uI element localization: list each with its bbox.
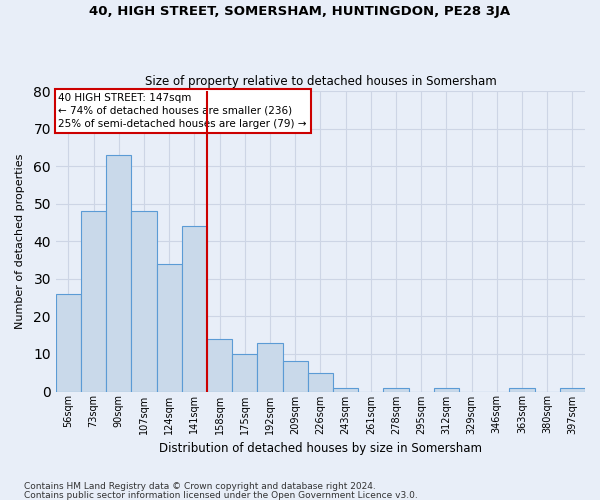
- X-axis label: Distribution of detached houses by size in Somersham: Distribution of detached houses by size …: [159, 442, 482, 455]
- Bar: [131, 211, 157, 392]
- Bar: [308, 372, 333, 392]
- Bar: [207, 339, 232, 392]
- Text: Contains HM Land Registry data © Crown copyright and database right 2024.: Contains HM Land Registry data © Crown c…: [24, 482, 376, 491]
- Y-axis label: Number of detached properties: Number of detached properties: [15, 154, 25, 329]
- Bar: [560, 388, 585, 392]
- Text: Contains public sector information licensed under the Open Government Licence v3: Contains public sector information licen…: [24, 491, 418, 500]
- Bar: [283, 362, 308, 392]
- Bar: [257, 342, 283, 392]
- Bar: [157, 264, 182, 392]
- Title: Size of property relative to detached houses in Somersham: Size of property relative to detached ho…: [145, 76, 496, 88]
- Text: 40, HIGH STREET, SOMERSHAM, HUNTINGDON, PE28 3JA: 40, HIGH STREET, SOMERSHAM, HUNTINGDON, …: [89, 5, 511, 18]
- Bar: [509, 388, 535, 392]
- Bar: [182, 226, 207, 392]
- Bar: [56, 294, 81, 392]
- Bar: [106, 155, 131, 392]
- Bar: [333, 388, 358, 392]
- Bar: [383, 388, 409, 392]
- Bar: [232, 354, 257, 392]
- Text: 40 HIGH STREET: 147sqm
← 74% of detached houses are smaller (236)
25% of semi-de: 40 HIGH STREET: 147sqm ← 74% of detached…: [58, 92, 307, 129]
- Bar: [434, 388, 459, 392]
- Bar: [81, 211, 106, 392]
